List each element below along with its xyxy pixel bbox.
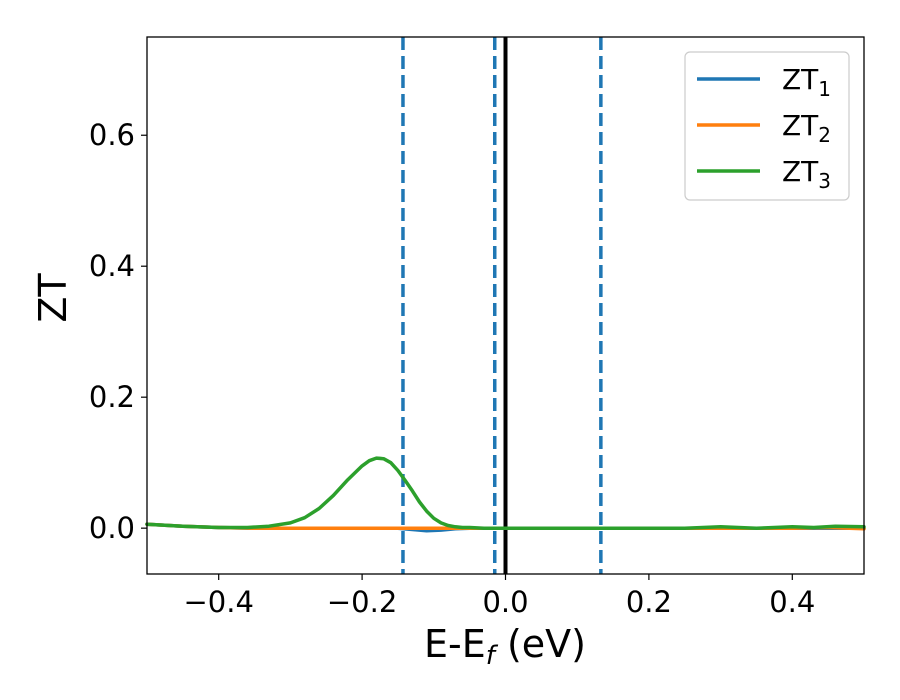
legend-label-3: ZT3 — [782, 155, 831, 193]
y-tick-label: 0.2 — [89, 380, 135, 414]
legend-label-1: ZT1 — [782, 63, 831, 101]
x-tick-label: 0.2 — [626, 585, 672, 619]
y-tick-label: 0.6 — [89, 118, 135, 152]
x-tick-label: −0.2 — [327, 585, 397, 619]
vertical-reference-lines — [401, 37, 603, 574]
y-axis-label: ZT — [31, 273, 75, 323]
series-lines — [145, 456, 866, 533]
y-tick-label: 0.0 — [89, 511, 135, 545]
x-axis-ticks: −0.4 −0.2 0.0 0.2 0.4 — [183, 574, 815, 619]
x-tick-label: 0.4 — [769, 585, 815, 619]
legend-box — [684, 51, 850, 201]
legend: ZT1 ZT2 ZT3 — [684, 51, 850, 201]
x-tick-label: −0.4 — [183, 585, 253, 619]
series-line-3 — [145, 456, 866, 530]
x-axis-label: E-Ef (eV) — [424, 622, 586, 671]
x-tick-label: 0.0 — [482, 585, 528, 619]
legend-label-2: ZT2 — [782, 109, 831, 147]
y-tick-label: 0.4 — [89, 249, 135, 283]
y-axis-ticks: 0.0 0.2 0.4 0.6 — [89, 118, 147, 545]
